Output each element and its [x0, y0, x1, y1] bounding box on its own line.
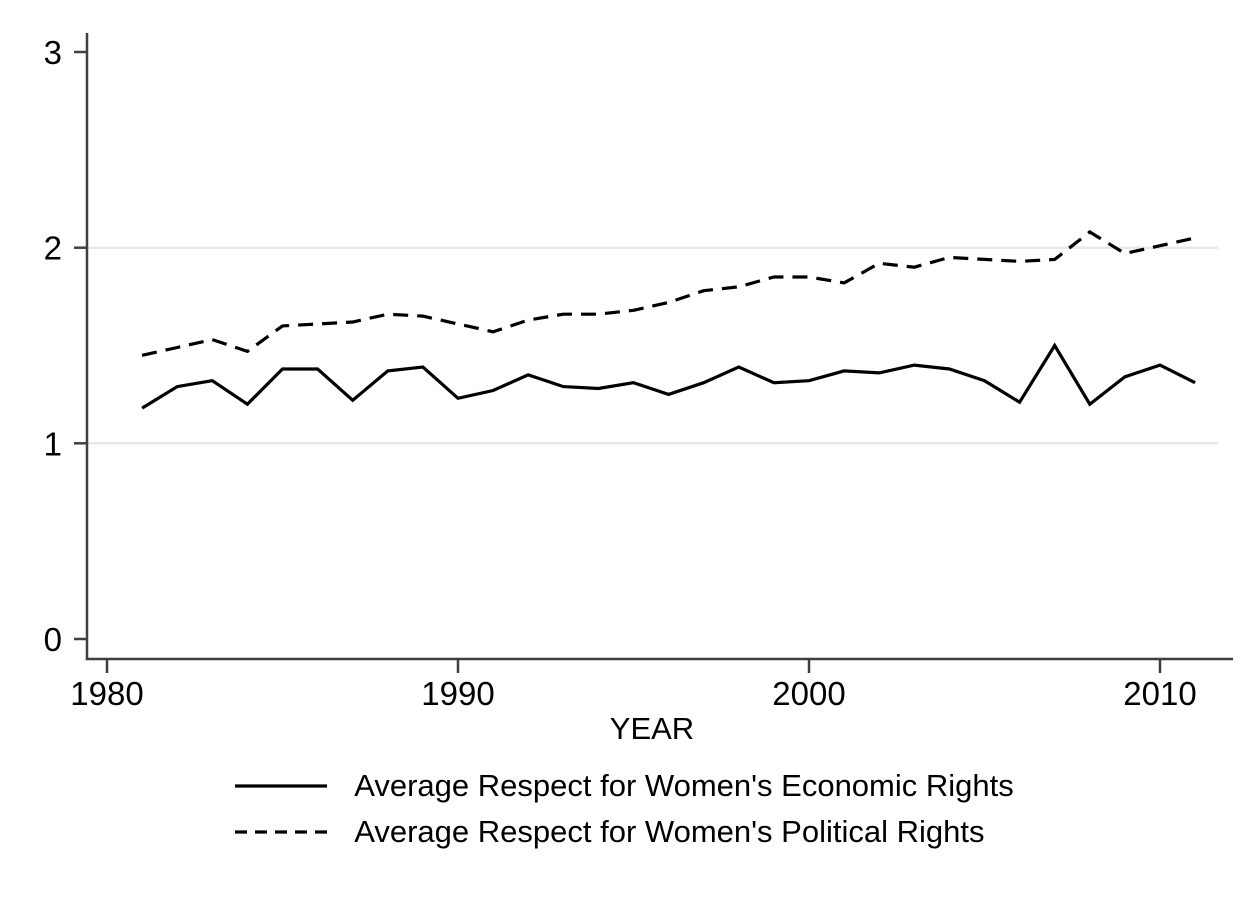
x-tick-label-2010: 2010: [1123, 675, 1196, 712]
dashed-line-swatch: [235, 830, 328, 834]
y-tick-label-3: 3: [44, 34, 62, 71]
legend-label-economic: Average Respect for Women's Economic Rig…: [354, 768, 1014, 803]
economic-rights-line: [141, 342, 1196, 410]
legend-item-political: Average Respect for Women's Political Ri…: [235, 814, 984, 850]
y-tick-label-0: 0: [44, 621, 62, 658]
legend-label-political: Average Respect for Women's Political Ri…: [354, 814, 985, 849]
y-tick-label-1: 1: [44, 425, 62, 462]
legend-item-economic: Average Respect for Women's Economic Rig…: [235, 768, 1014, 804]
x-tick-label-1990: 1990: [421, 675, 494, 712]
x-tick-label-2000: 2000: [772, 675, 845, 712]
y-tick-label-2: 2: [44, 230, 62, 267]
x-tick-label-1980: 1980: [70, 675, 143, 712]
political-rights-line: [141, 230, 1196, 357]
solid-line-swatch: [235, 784, 328, 788]
legend: Average Respect for Women's Economic Rig…: [0, 768, 1249, 850]
x-axis-title: YEAR: [610, 711, 694, 746]
